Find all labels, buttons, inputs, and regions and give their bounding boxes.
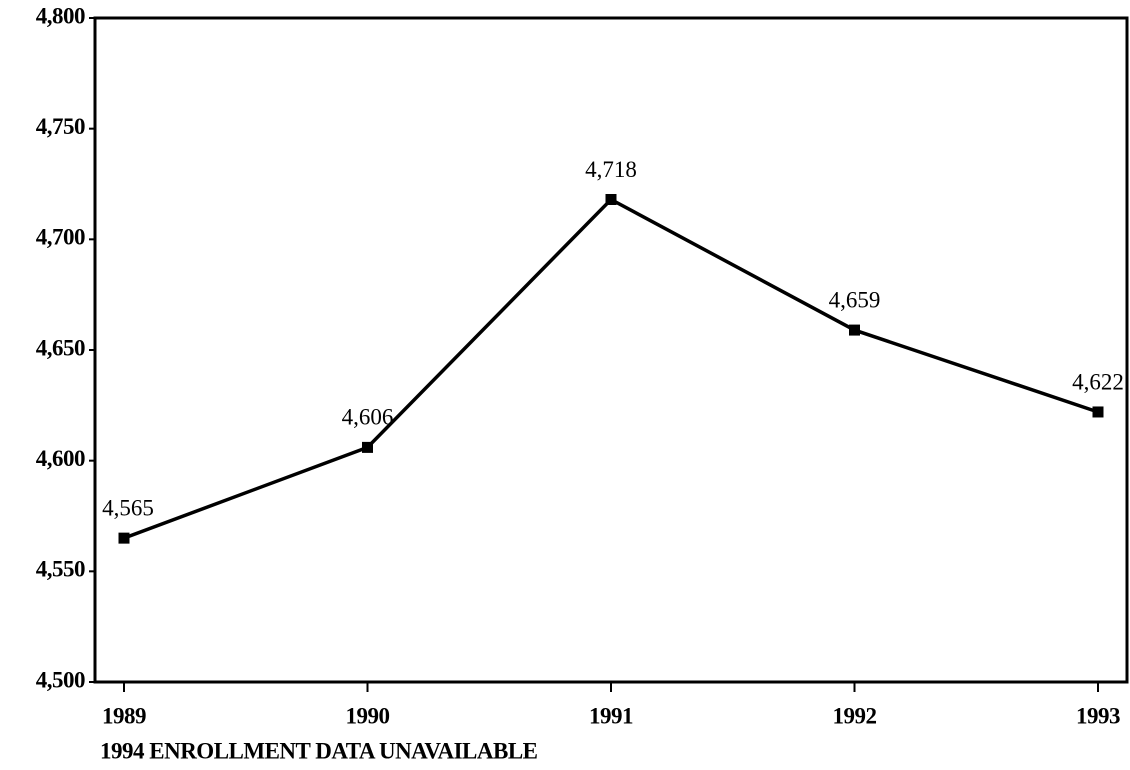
line xyxy=(123,197,1099,540)
data-label: 4,718 xyxy=(585,157,637,182)
y-tick-label: 4,750 xyxy=(36,114,85,139)
y-tick-label: 4,550 xyxy=(36,557,85,582)
marker xyxy=(362,441,373,453)
chart-note: 1994 ENROLLMENT DATA UNAVAILABLE xyxy=(100,738,538,763)
marker xyxy=(1092,406,1104,418)
x-tick-label: 1992 xyxy=(833,703,877,728)
data-label: 4,606 xyxy=(342,405,394,430)
y-tick-label: 4,500 xyxy=(36,667,85,692)
marker xyxy=(605,193,617,205)
x-tick-label: 1993 xyxy=(1076,703,1120,728)
y-tick-label: 4,800 xyxy=(36,3,85,28)
y-tick-label: 4,600 xyxy=(36,446,85,471)
y-tick-label: 4,650 xyxy=(36,335,85,360)
marker xyxy=(849,324,860,336)
y-tick-label: 4,700 xyxy=(36,225,85,250)
x-tick-label: 1989 xyxy=(102,703,146,728)
marker xyxy=(118,532,130,544)
data-label: 4,622 xyxy=(1072,369,1124,394)
data-label: 4,565 xyxy=(102,495,154,520)
data-label: 4,659 xyxy=(829,287,881,312)
x-tick-label: 1991 xyxy=(589,703,633,728)
x-tick-label: 1990 xyxy=(346,703,390,728)
plot-frame xyxy=(93,16,1129,684)
